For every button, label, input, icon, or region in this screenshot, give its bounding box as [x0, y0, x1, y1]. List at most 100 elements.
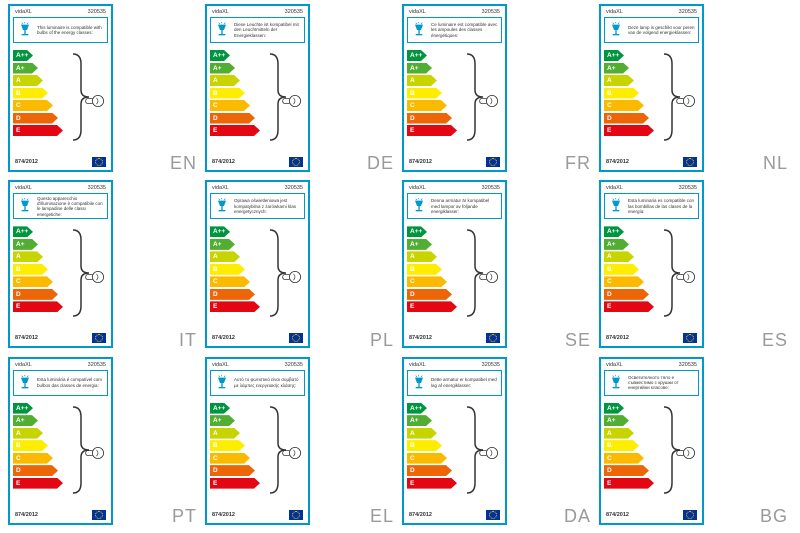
- energy-class-letter: C: [213, 455, 218, 462]
- energy-class-letter: A+: [16, 241, 25, 248]
- energy-bar: A+: [13, 239, 63, 250]
- energy-bar: B: [210, 440, 260, 451]
- energy-bar: A+: [407, 415, 457, 426]
- energy-class-letter: A: [213, 253, 218, 260]
- energy-bar: B: [407, 88, 457, 99]
- language-code: IT: [179, 330, 197, 351]
- energy-class-letter: D: [410, 291, 415, 298]
- energy-class-letter: A+: [16, 65, 25, 72]
- energy-class-letter: C: [410, 278, 415, 285]
- energy-class-letter: A+: [410, 417, 419, 424]
- product-code: 320535: [88, 185, 106, 191]
- energy-bar: A: [407, 75, 457, 86]
- energy-bar: D: [210, 289, 260, 300]
- compatibility-text: Oprawa oświetleniowa jest kompatybilna z…: [234, 198, 302, 214]
- energy-bar: C: [13, 100, 63, 111]
- energy-bar: A: [13, 428, 63, 439]
- product-code: 320535: [482, 362, 500, 368]
- regulation-code: 874/2012: [606, 335, 629, 341]
- label-footer: 874/2012: [407, 155, 502, 167]
- energy-label-card: vidaXL 320535 Esta luminaria es compatib…: [599, 180, 704, 348]
- language-code: PT: [172, 506, 197, 527]
- energy-bar: A+: [13, 415, 63, 426]
- energy-class-letter: B: [607, 442, 612, 449]
- energy-bar: E: [407, 478, 457, 489]
- label-header: vidaXL 320535: [210, 185, 305, 193]
- label-header: vidaXL 320535: [210, 9, 305, 17]
- energy-class-letter: A+: [213, 65, 222, 72]
- label-header: vidaXL 320535: [13, 362, 108, 370]
- energy-bars: A++ A+ A B C D E: [604, 224, 654, 329]
- energy-class-letter: C: [213, 102, 218, 109]
- energy-bar: C: [210, 100, 260, 111]
- energy-class-letter: D: [213, 467, 218, 474]
- energy-bar: C: [407, 276, 457, 287]
- product-code: 320535: [285, 185, 303, 191]
- lamp-icon: [16, 374, 34, 392]
- bulb-icon: [82, 91, 106, 111]
- lamp-icon: [213, 197, 231, 215]
- energy-class-letter: A: [16, 430, 21, 437]
- energy-class-letter: A++: [16, 228, 28, 235]
- label-footer: 874/2012: [13, 155, 108, 167]
- eu-flag-icon: [92, 157, 106, 167]
- energy-bar: A+: [407, 63, 457, 74]
- eu-flag-icon: [486, 510, 500, 520]
- energy-class-letter: A++: [410, 52, 422, 59]
- energy-bar: B: [13, 264, 63, 275]
- energy-label-card: vidaXL 320535 Questo apparecchio d'illum…: [8, 180, 113, 348]
- energy-bar: A+: [604, 239, 654, 250]
- brand-name: vidaXL: [15, 362, 32, 368]
- energy-bars: A++ A+ A B C D E: [13, 224, 63, 329]
- labels-grid: vidaXL 320535 This luminaire is compatib…: [8, 4, 792, 529]
- energy-bar: C: [604, 276, 654, 287]
- energy-bars: A++ A+ A B C D E: [407, 224, 457, 329]
- energy-bar: A: [604, 251, 654, 262]
- brand-name: vidaXL: [606, 362, 623, 368]
- label-footer: 874/2012: [407, 331, 502, 343]
- energy-class-letter: E: [213, 480, 217, 487]
- compatibility-text: This luminaire is compatible with bulbs …: [37, 25, 105, 36]
- energy-bar: A: [210, 428, 260, 439]
- label-footer: 874/2012: [210, 331, 305, 343]
- energy-label-card: vidaXL 320535 Dette armatur er kompatibe…: [402, 357, 507, 525]
- energy-bar: D: [210, 465, 260, 476]
- energy-class-letter: A+: [607, 417, 616, 424]
- regulation-code: 874/2012: [15, 335, 38, 341]
- brand-name: vidaXL: [606, 185, 623, 191]
- energy-class-letter: B: [607, 266, 612, 273]
- energy-scale: A++ A+ A B C D E: [604, 399, 699, 508]
- energy-label-card: vidaXL 320535 Осветителното тяло е съвме…: [599, 357, 704, 525]
- bulb-icon: [476, 267, 500, 287]
- energy-class-letter: D: [410, 467, 415, 474]
- energy-class-letter: A: [16, 253, 21, 260]
- regulation-code: 874/2012: [212, 335, 235, 341]
- energy-class-letter: D: [607, 115, 612, 122]
- compatibility-box: Осветителното тяло е съвместимо с крушки…: [604, 370, 699, 396]
- energy-class-letter: E: [410, 480, 414, 487]
- energy-class-letter: A++: [16, 405, 28, 412]
- lamp-icon: [16, 197, 34, 215]
- energy-bar: D: [407, 113, 457, 124]
- label-cell: vidaXL 320535 This luminaire is compatib…: [8, 4, 201, 176]
- energy-bar: A: [210, 251, 260, 262]
- energy-scale: A++ A+ A B C D E: [210, 222, 305, 331]
- energy-bars: A++ A+ A B C D E: [210, 48, 260, 153]
- energy-class-letter: C: [607, 278, 612, 285]
- eu-flag-icon: [92, 510, 106, 520]
- energy-scale: A++ A+ A B C D E: [13, 46, 108, 155]
- energy-bar: A+: [210, 415, 260, 426]
- eu-flag-icon: [683, 333, 697, 343]
- energy-bar: B: [604, 440, 654, 451]
- compatibility-box: Esta luminária é compatível com bulbos d…: [13, 370, 108, 396]
- product-code: 320535: [482, 9, 500, 15]
- energy-bar: B: [210, 88, 260, 99]
- energy-bar: A: [210, 75, 260, 86]
- lamp-icon: [410, 374, 428, 392]
- energy-class-letter: C: [16, 455, 21, 462]
- energy-bar: A: [407, 251, 457, 262]
- energy-bar: C: [13, 453, 63, 464]
- eu-flag-icon: [289, 157, 303, 167]
- energy-label-card: vidaXL 320535 Diese Leuchte ist kompatib…: [205, 4, 310, 172]
- energy-bars: A++ A+ A B C D E: [407, 401, 457, 506]
